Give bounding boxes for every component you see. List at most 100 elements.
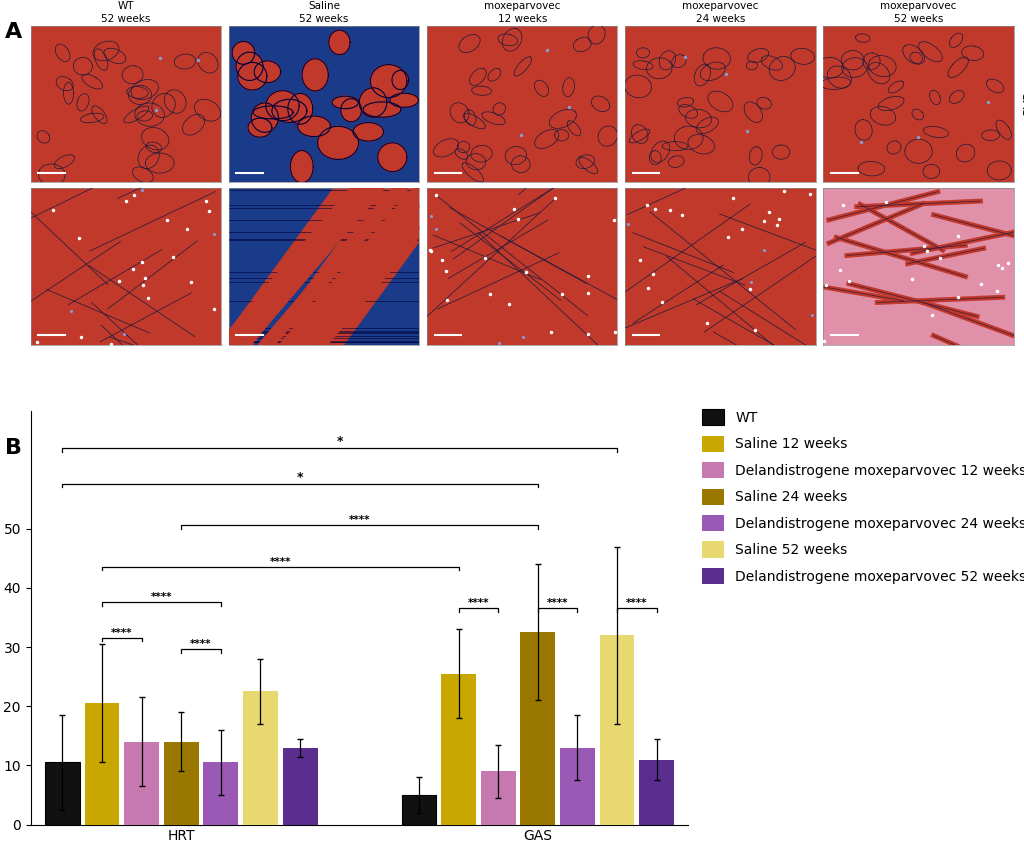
Title: WT
52 weeks: WT 52 weeks: [101, 2, 151, 24]
Polygon shape: [498, 34, 518, 46]
Polygon shape: [987, 161, 1012, 180]
Polygon shape: [128, 85, 152, 104]
Polygon shape: [239, 188, 368, 345]
Polygon shape: [888, 81, 903, 93]
Bar: [45, 762, 80, 825]
Polygon shape: [82, 75, 102, 89]
Polygon shape: [164, 89, 186, 113]
Polygon shape: [217, 188, 374, 345]
Polygon shape: [138, 145, 159, 168]
Bar: [204, 762, 239, 825]
Polygon shape: [137, 111, 153, 121]
Polygon shape: [982, 130, 999, 141]
Polygon shape: [949, 33, 963, 48]
Polygon shape: [923, 164, 940, 179]
Polygon shape: [633, 61, 653, 69]
Bar: [243, 692, 278, 825]
Title: Delandistrogene
moxeparvovec
52 weeks: Delandistrogene moxeparvovec 52 weeks: [876, 0, 962, 24]
Polygon shape: [696, 117, 719, 134]
Polygon shape: [750, 147, 762, 165]
Polygon shape: [694, 64, 711, 86]
Polygon shape: [341, 99, 361, 122]
Polygon shape: [472, 86, 492, 95]
Polygon shape: [195, 99, 220, 122]
Polygon shape: [996, 120, 1012, 140]
Polygon shape: [549, 109, 577, 128]
Polygon shape: [868, 56, 896, 76]
Polygon shape: [878, 96, 904, 110]
Polygon shape: [924, 127, 948, 137]
Polygon shape: [555, 129, 568, 141]
Polygon shape: [364, 102, 400, 117]
Polygon shape: [253, 106, 293, 119]
Polygon shape: [659, 50, 676, 69]
Polygon shape: [466, 154, 485, 170]
Polygon shape: [141, 128, 169, 150]
Y-axis label: GAS: GAS: [1019, 91, 1024, 117]
Y-axis label: HRT: HRT: [1019, 254, 1024, 279]
Polygon shape: [686, 109, 712, 128]
Polygon shape: [746, 62, 758, 70]
Polygon shape: [455, 148, 468, 160]
Polygon shape: [317, 127, 358, 160]
Text: ****: ****: [151, 592, 172, 602]
Polygon shape: [703, 48, 730, 69]
Polygon shape: [54, 155, 75, 168]
Text: ****: ****: [269, 556, 291, 567]
Polygon shape: [535, 129, 559, 148]
Text: ****: ****: [468, 598, 489, 608]
Polygon shape: [288, 94, 312, 124]
Polygon shape: [855, 120, 872, 141]
Polygon shape: [919, 42, 942, 62]
Polygon shape: [298, 116, 331, 136]
Polygon shape: [469, 69, 486, 85]
Polygon shape: [511, 156, 530, 173]
Bar: [639, 760, 674, 825]
Text: A: A: [5, 22, 23, 42]
Polygon shape: [592, 96, 609, 112]
Polygon shape: [433, 139, 459, 157]
Polygon shape: [649, 151, 662, 165]
Polygon shape: [567, 121, 581, 136]
Polygon shape: [563, 78, 574, 96]
Polygon shape: [145, 153, 174, 173]
Polygon shape: [598, 126, 617, 147]
Polygon shape: [494, 102, 506, 115]
Polygon shape: [251, 103, 279, 132]
Polygon shape: [332, 96, 358, 108]
Polygon shape: [535, 80, 549, 96]
Polygon shape: [392, 70, 409, 89]
Polygon shape: [487, 69, 501, 81]
Polygon shape: [353, 122, 384, 141]
Polygon shape: [264, 188, 391, 345]
Polygon shape: [791, 49, 814, 64]
Bar: [283, 747, 317, 825]
Polygon shape: [272, 188, 395, 345]
Polygon shape: [451, 102, 469, 123]
Text: ****: ****: [626, 598, 647, 608]
Polygon shape: [122, 66, 143, 84]
Polygon shape: [887, 141, 901, 154]
Polygon shape: [302, 59, 329, 91]
Polygon shape: [258, 188, 409, 345]
Polygon shape: [280, 188, 441, 345]
Polygon shape: [359, 88, 387, 117]
Polygon shape: [286, 188, 416, 345]
Polygon shape: [868, 62, 890, 84]
Polygon shape: [135, 103, 165, 126]
Polygon shape: [858, 161, 885, 176]
Polygon shape: [625, 75, 651, 98]
Polygon shape: [827, 66, 851, 89]
Polygon shape: [863, 53, 880, 69]
Text: *: *: [297, 470, 303, 483]
Legend: WT, Saline 12 weeks, Delandistrogene moxeparvovec 12 weeks, Saline 24 weeks, Del: WT, Saline 12 weeks, Delandistrogene mox…: [701, 409, 1024, 584]
Polygon shape: [505, 147, 526, 165]
Polygon shape: [56, 76, 74, 91]
Polygon shape: [248, 118, 272, 137]
Polygon shape: [748, 49, 769, 62]
Bar: [401, 795, 436, 825]
Polygon shape: [291, 150, 313, 183]
Bar: [480, 772, 516, 825]
Polygon shape: [700, 62, 725, 81]
Polygon shape: [663, 141, 688, 150]
